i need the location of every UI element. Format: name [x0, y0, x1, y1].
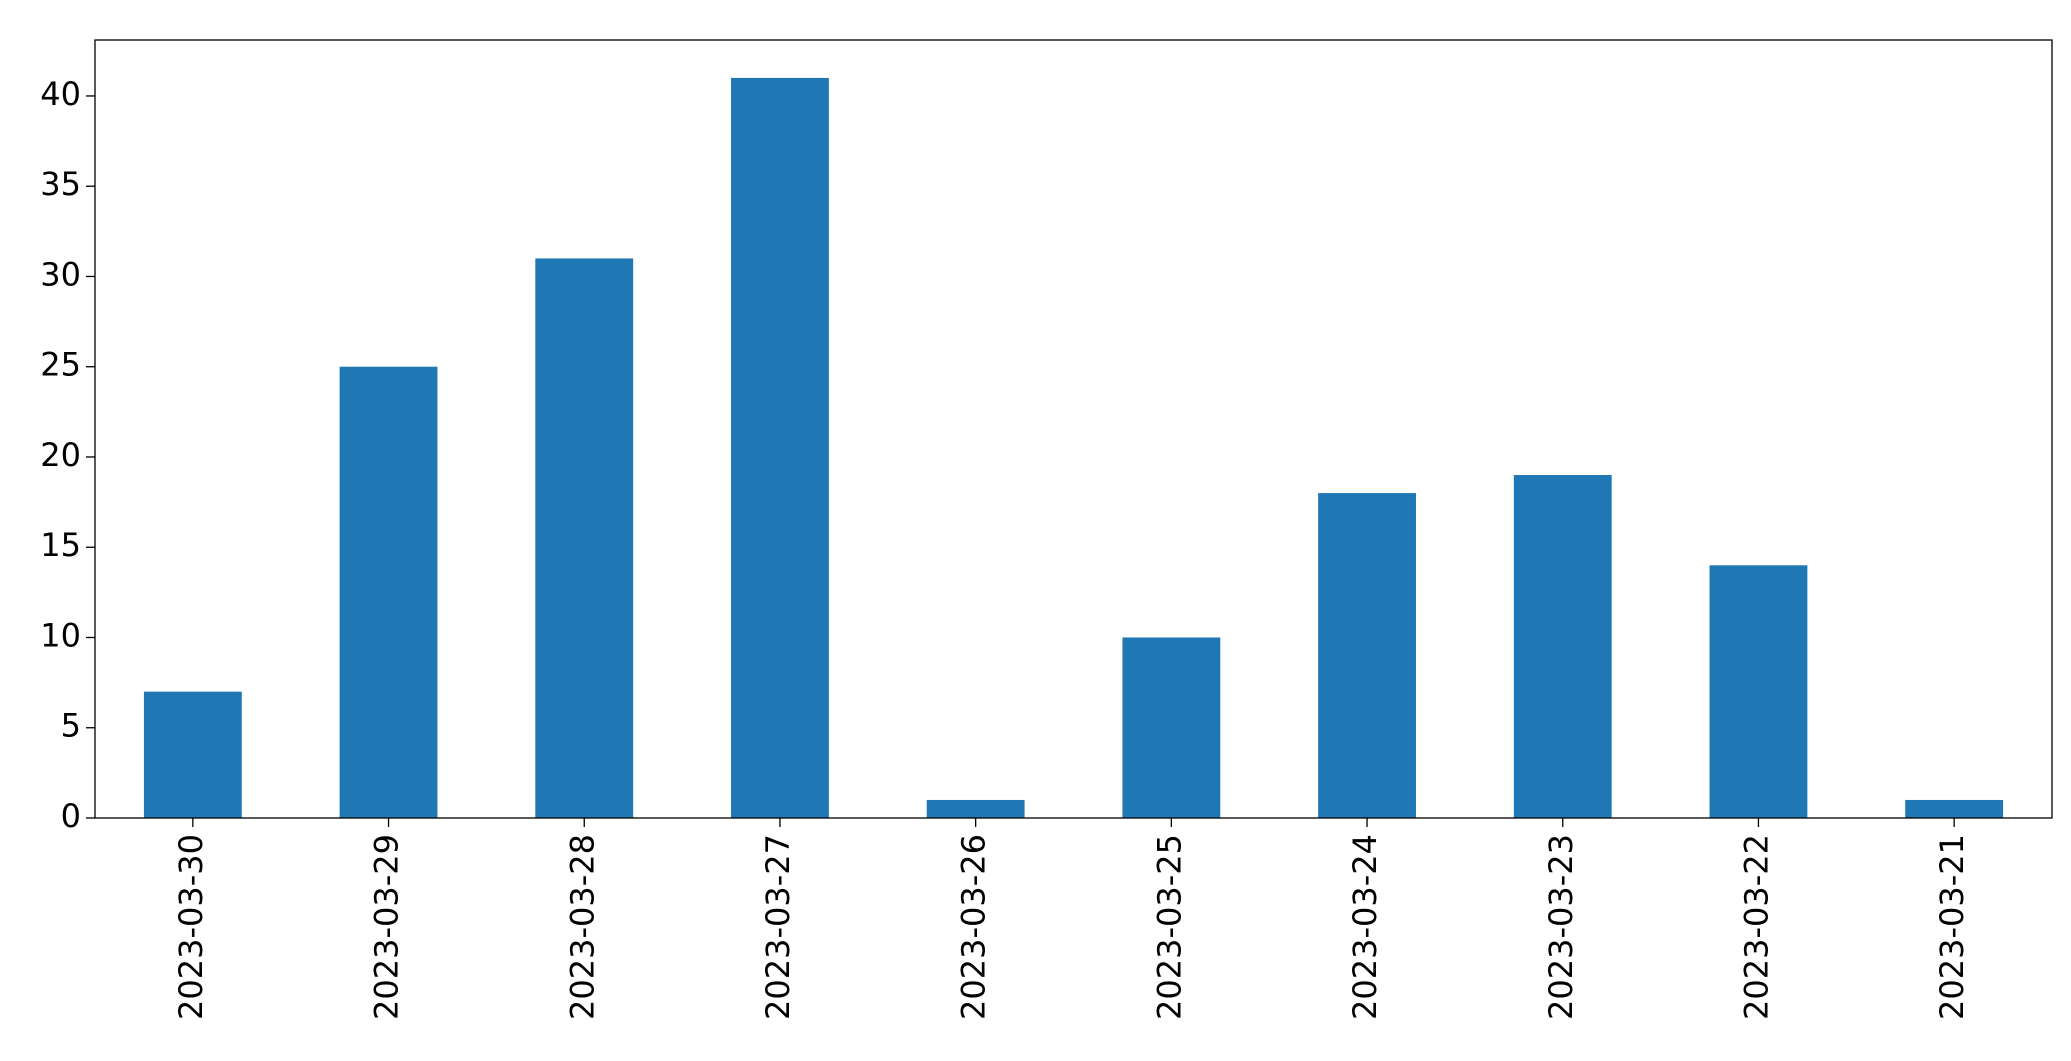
bar: [1318, 493, 1416, 818]
x-tick-label: 2023-03-28: [563, 834, 601, 1020]
x-tick-label: 2023-03-30: [172, 834, 210, 1020]
bar: [143, 691, 242, 818]
y-tick-label: 20: [40, 436, 81, 474]
bar: [1513, 475, 1612, 818]
y-tick-label: 15: [40, 526, 81, 564]
y-tick-label: 5: [61, 707, 81, 745]
bar: [926, 799, 1025, 818]
bar: [339, 366, 438, 818]
x-tick-label: 2023-03-23: [1542, 834, 1580, 1020]
x-tick-label: 2023-03-26: [955, 834, 993, 1020]
bar: [535, 258, 634, 819]
bar: [1709, 565, 1808, 818]
y-tick-label: 30: [40, 255, 81, 293]
bar: [731, 77, 829, 818]
x-tick-label: 2023-03-22: [1737, 834, 1775, 1020]
y-tick-label: 0: [61, 797, 81, 835]
y-tick-label: 25: [40, 346, 81, 384]
x-tick-label: 2023-03-27: [759, 834, 797, 1020]
bar: [1905, 799, 2004, 818]
x-tick-label: 2023-03-24: [1346, 834, 1384, 1020]
x-tick-label: 2023-03-25: [1150, 834, 1188, 1020]
y-tick-label: 10: [40, 616, 81, 654]
plot-frame: [94, 39, 2053, 819]
bar: [1122, 637, 1221, 818]
x-tick-label: 2023-03-21: [1933, 834, 1971, 1020]
y-tick-label: 35: [40, 165, 81, 203]
y-tick-label: 40: [40, 75, 81, 113]
x-tick-label: 2023-03-29: [368, 834, 406, 1020]
